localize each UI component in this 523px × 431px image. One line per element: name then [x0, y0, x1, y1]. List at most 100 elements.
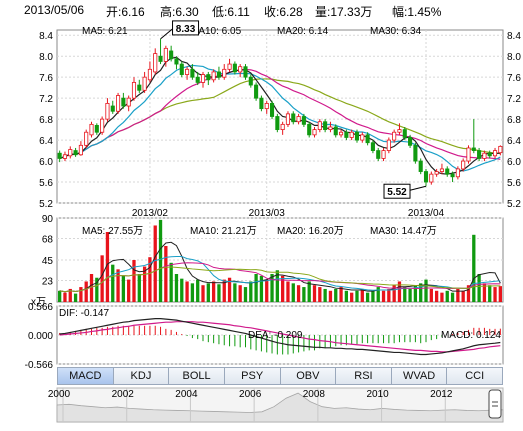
volume-bar	[434, 290, 439, 302]
candle-body	[296, 116, 301, 123]
price-tick-right: 5.2	[507, 199, 521, 210]
navigator-year-tick: 2004	[175, 389, 198, 400]
volume-bar	[355, 290, 359, 302]
volume-bar	[100, 255, 104, 302]
navigator-year-tick: 2012	[430, 389, 453, 400]
volume-legend-item: MA30: 14.47万	[370, 226, 437, 237]
candle-body	[392, 131, 397, 141]
volume-bar	[158, 219, 163, 302]
price-tick-right: 7.2	[507, 94, 521, 105]
volume-tick: 45	[42, 256, 54, 267]
macd-legend-macd: MACD: 0.124	[441, 330, 501, 341]
low-annotation-label: 5.52	[387, 187, 407, 198]
macd-legend-dif: DIF: -0.147	[59, 308, 109, 319]
candle-body	[344, 131, 349, 138]
volume-bar	[111, 264, 115, 302]
volume-bar	[461, 290, 465, 302]
tab-wvad[interactable]: WVAD	[391, 367, 448, 385]
price-tick-left: 8.0	[39, 52, 53, 63]
tab-rsi[interactable]: RSI	[336, 367, 392, 385]
tab-obv[interactable]: OBV	[280, 367, 337, 385]
volume-bar	[68, 288, 72, 302]
candle-body	[174, 58, 179, 65]
candle-body	[142, 76, 147, 91]
macd-tick: 0.000	[28, 331, 53, 342]
volume-bar	[376, 287, 380, 302]
candle-body	[222, 68, 227, 78]
candle-body	[200, 74, 206, 83]
candle-body	[158, 55, 163, 62]
tab-cci[interactable]: CCI	[447, 367, 503, 385]
candle-body	[386, 139, 391, 151]
navigator-year-tick: 2006	[239, 389, 262, 400]
high-annotation-box	[172, 20, 200, 36]
volume-bar	[238, 285, 242, 302]
volume-bar	[392, 285, 396, 302]
volume-bar	[132, 260, 136, 302]
quote-low: 低:6.11	[212, 5, 250, 19]
price-legend-item: MA5: 6.21	[82, 26, 128, 37]
volume-bar	[498, 286, 502, 302]
price-tick-right: 7.6	[507, 73, 521, 84]
volume-bar	[281, 275, 285, 302]
tab-psy[interactable]: PSY	[224, 367, 281, 385]
volume-bar	[472, 234, 476, 302]
candle-body	[89, 123, 94, 136]
volume-bar	[127, 279, 131, 302]
candle-body	[466, 147, 471, 162]
candle-body	[312, 129, 317, 136]
candle-body	[333, 126, 338, 136]
candle-body	[190, 68, 195, 78]
tab-macd[interactable]: MACD	[57, 367, 114, 385]
candle-body	[121, 97, 126, 107]
volume-bar	[312, 285, 317, 302]
tab-kdj[interactable]: KDJ	[113, 367, 170, 385]
candle-body	[370, 142, 375, 151]
candle-body	[328, 126, 333, 131]
candle-body	[238, 66, 243, 73]
volume-bar	[482, 283, 487, 302]
price-tick-right: 6.0	[507, 157, 521, 168]
price-tick-right: 8.0	[507, 52, 521, 63]
volume-bar	[265, 279, 269, 302]
volume-bar	[185, 281, 189, 302]
navigator-year-tick: 2002	[112, 389, 135, 400]
date-tick: 2013/04	[408, 208, 445, 219]
tab-boll[interactable]: BOLL	[169, 367, 225, 385]
candle-body	[232, 63, 237, 73]
volume-bar	[270, 274, 274, 302]
volume-bar	[259, 275, 264, 302]
candle-body	[248, 76, 253, 86]
date-tick: 2013/02	[132, 208, 169, 219]
price-tick-left: 5.6	[39, 178, 53, 189]
candle-body	[492, 150, 498, 157]
volume-bar	[243, 287, 248, 302]
navigator-handle[interactable]	[488, 389, 502, 419]
volume-bar	[254, 274, 258, 302]
candle-body	[264, 102, 269, 110]
volume-bar	[413, 285, 418, 302]
volume-bar	[201, 285, 205, 302]
candle-body	[206, 74, 211, 81]
candle-body	[185, 68, 190, 75]
volume-bar	[79, 287, 83, 302]
candle-body	[354, 131, 360, 141]
volume-bar	[365, 292, 370, 302]
low-annotation-box	[383, 183, 411, 199]
volume-bar	[73, 293, 78, 302]
volume-bar	[429, 288, 433, 302]
volume-bar	[121, 275, 126, 302]
candle-body	[62, 154, 68, 159]
candle-body	[179, 63, 184, 75]
price-panel-frame	[56, 29, 504, 204]
candle-body	[498, 145, 503, 154]
price-tick-left: 8.4	[39, 31, 53, 42]
price-tick-right: 8.4	[507, 31, 521, 42]
ma5-line	[59, 56, 501, 175]
price-tick-right: 5.6	[507, 178, 521, 189]
volume-bar	[286, 281, 290, 302]
volume-bar	[307, 281, 311, 302]
quote-open: 开:6.16	[106, 5, 145, 19]
volume-bar	[403, 287, 407, 302]
volume-bar	[153, 225, 157, 302]
